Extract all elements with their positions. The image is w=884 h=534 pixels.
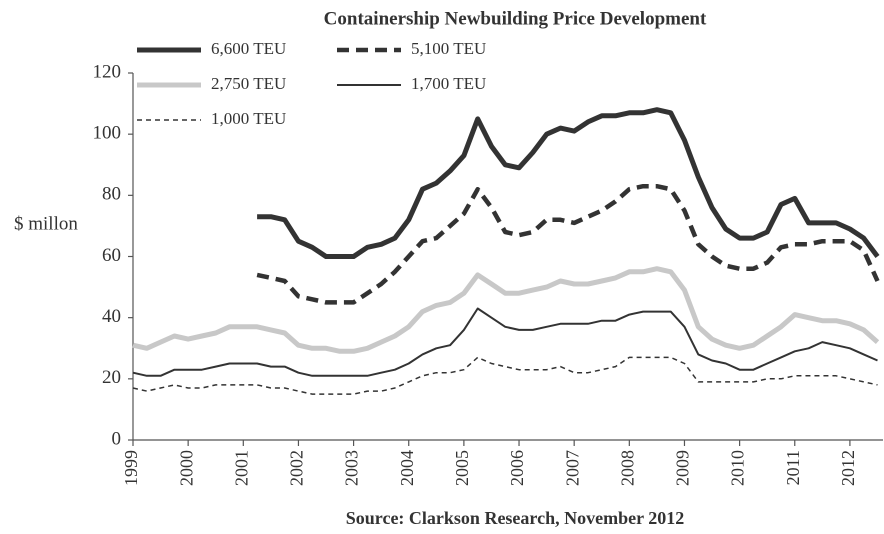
series-line: [132, 307, 878, 377]
y-axis-label: $ millon: [14, 213, 78, 234]
x-tick-label: 1999: [121, 450, 141, 486]
series-line: [257, 107, 880, 259]
y-tick-label: 100: [93, 123, 122, 144]
legend-label: 2,750 TEU: [211, 74, 286, 93]
y-tick-label: 120: [93, 61, 122, 82]
y-tick-label: 0: [112, 428, 122, 449]
x-tick-label: 2009: [673, 450, 693, 486]
x-tick-label: 2000: [176, 450, 196, 486]
legend-label: 1,000 TEU: [211, 109, 286, 128]
x-tick-label: 2003: [342, 450, 362, 486]
legend-label: 1,700 TEU: [411, 74, 486, 93]
chart-title: Containership Newbuilding Price Developm…: [324, 8, 707, 29]
x-tick-label: 2010: [728, 450, 748, 486]
y-tick-label: 60: [102, 245, 121, 266]
x-tick-label: 2007: [562, 450, 582, 486]
legend-label: 6,600 TEU: [211, 39, 286, 58]
y-tick-label: 40: [102, 306, 121, 327]
x-tick-label: 2001: [231, 450, 251, 486]
series-line: [132, 266, 880, 354]
x-tick-label: 2004: [397, 450, 417, 486]
x-tick-label: 2012: [838, 450, 858, 486]
source-note: Source: Clarkson Research, November 2012: [346, 508, 684, 528]
x-tick-label: 2008: [617, 450, 637, 486]
y-tick-label: 20: [102, 367, 121, 388]
series-line: [132, 356, 878, 395]
x-tick-label: 2011: [783, 450, 803, 485]
y-tick-label: 80: [102, 184, 121, 205]
x-tick-label: 2006: [507, 450, 527, 486]
legend-label: 5,100 TEU: [411, 39, 486, 58]
x-tick-label: 2005: [452, 450, 472, 486]
x-tick-label: 2002: [287, 450, 307, 486]
